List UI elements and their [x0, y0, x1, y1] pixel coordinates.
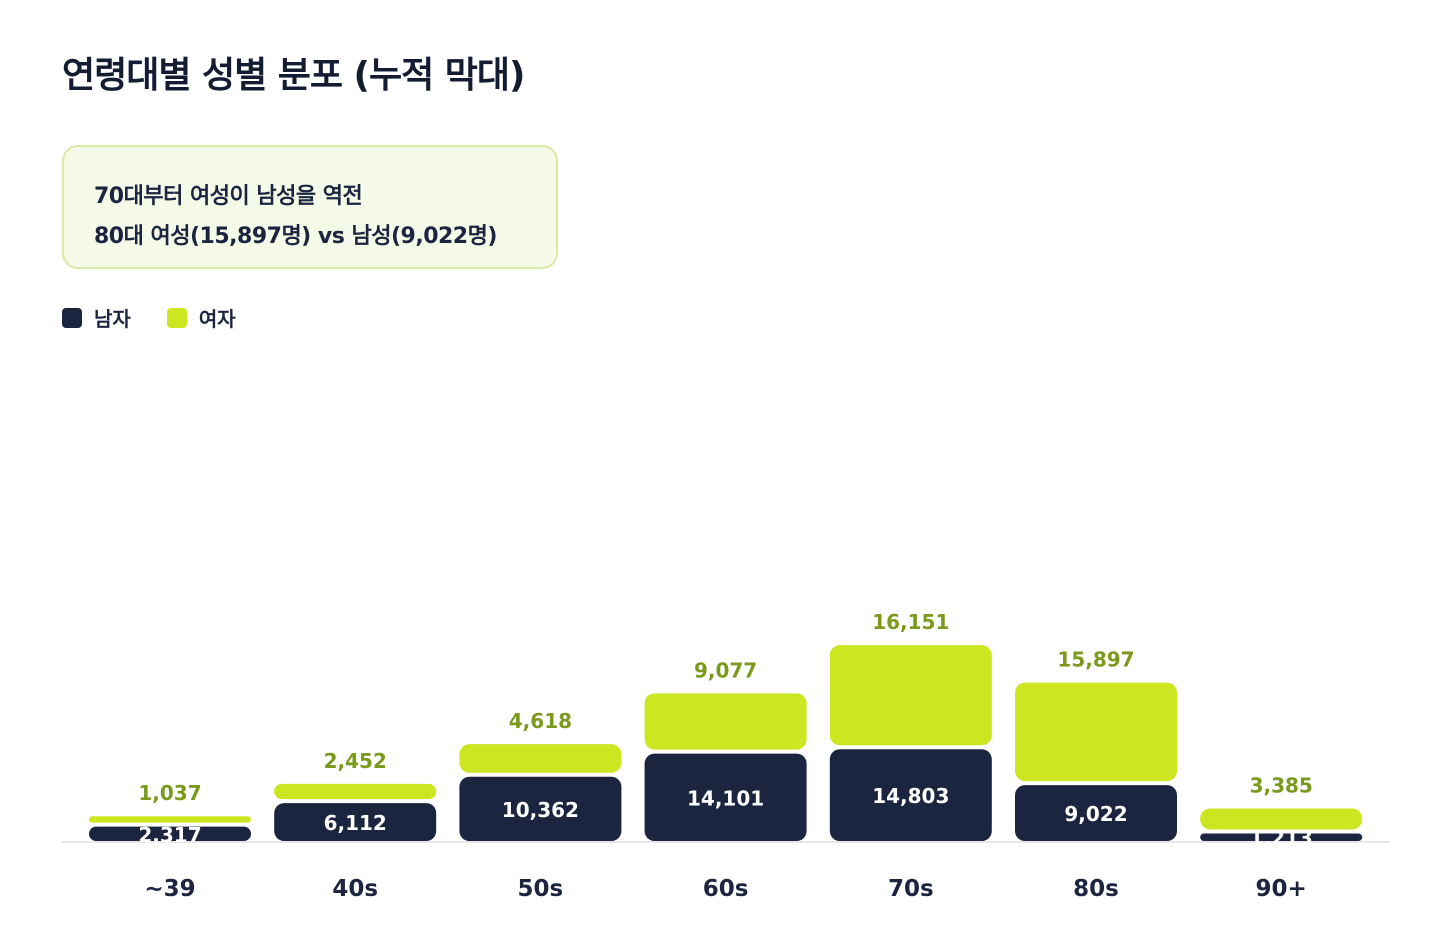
category-label-2: 50s [518, 876, 564, 902]
value-label-male-1: 6,112 [324, 811, 387, 835]
bar-male-2 [459, 776, 622, 841]
legend-item-male: 남자 [62, 303, 131, 332]
category-label-3: 60s [703, 876, 749, 902]
bar-male-0 [89, 826, 251, 841]
bar-female-1 [274, 783, 437, 800]
value-label-female-4: 16,151 [872, 610, 949, 634]
legend-item-female: 여자 [166, 303, 236, 332]
legend-label-male: 남자 [94, 307, 131, 331]
callout-line-1: 70대부터 여성이 남성을 역전 [94, 184, 363, 209]
category-label-5: 80s [1073, 876, 1119, 902]
bar-female-2 [459, 744, 622, 773]
bar-male-6 [1200, 833, 1363, 841]
value-label-female-5: 15,897 [1057, 648, 1134, 672]
category-label-6: 90+ [1256, 876, 1307, 902]
bar-male-1 [274, 803, 437, 841]
bar-male-4 [829, 749, 992, 841]
value-label-female-6: 3,385 [1250, 774, 1313, 798]
bar-female-5 [1015, 682, 1177, 782]
category-label-1: 40s [332, 876, 378, 902]
bar-female-0 [89, 816, 251, 823]
insight-callout: 70대부터 여성이 남성을 역전 80대 여성(15,897명) vs 남성(9… [62, 145, 558, 269]
value-label-male-4: 14,803 [872, 784, 949, 808]
category-label-4: 70s [888, 876, 934, 902]
bar-female-3 [644, 693, 807, 750]
category-label-0: ~39 [144, 876, 195, 902]
value-label-female-3: 9,077 [694, 658, 757, 682]
legend-swatch-male [62, 307, 82, 328]
legend-label-female: 여자 [198, 307, 236, 331]
value-label-female-1: 2,452 [324, 749, 387, 773]
value-label-female-0: 1,037 [138, 781, 201, 805]
value-label-male-6: 1,213 [1250, 826, 1313, 850]
bar-female-4 [829, 645, 992, 746]
value-label-male-2: 10,362 [502, 798, 579, 822]
bar-female-6 [1200, 808, 1363, 830]
legend-swatch-female [166, 307, 187, 328]
chart-title: 연령대별 성별 분포 (누적 막대) [62, 55, 525, 96]
bar-male-5 [1015, 785, 1177, 841]
value-label-male-5: 9,022 [1064, 802, 1127, 826]
bar-male-3 [644, 753, 807, 841]
legend: 남자 여자 [62, 303, 272, 332]
value-label-female-2: 4,618 [509, 709, 572, 733]
callout-line-2: 80대 여성(15,897명) vs 남성(9,022명) [94, 224, 497, 249]
value-label-male-0: 2,317 [138, 823, 201, 847]
value-label-male-3: 14,101 [687, 786, 764, 810]
